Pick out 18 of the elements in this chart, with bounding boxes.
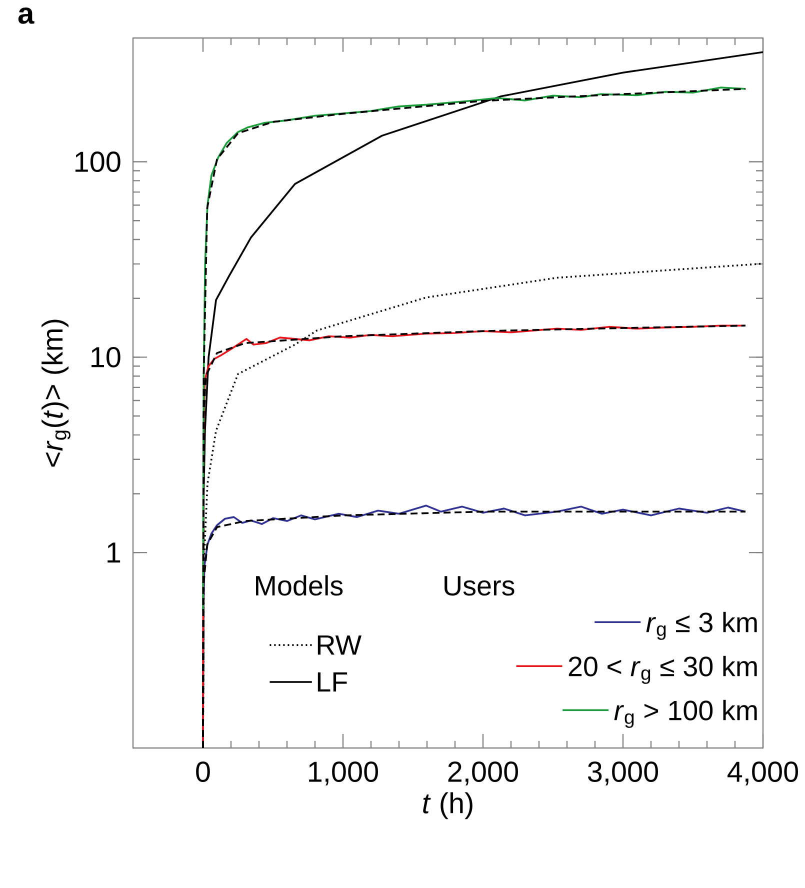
- legend-label: r$_{g}$ ≤ 3 km: [646, 612, 757, 640]
- y-tick-label: 10: [92, 346, 120, 368]
- x-tick-label: 2,000: [448, 762, 518, 786]
- y-tick-label: 1: [108, 542, 120, 563]
- x-axis-title: t (h): [423, 792, 472, 820]
- text: a: [18, 8, 34, 24]
- legend-label: 20 < r$_{g}$ ≤ 30 km: [568, 656, 757, 684]
- y-axis-title: <r$_{g}$(t)> (km): [42, 320, 70, 467]
- legend-label: RW: [318, 635, 362, 655]
- x-tick-label: 3,000: [588, 762, 658, 786]
- annotation: Models: [256, 575, 343, 596]
- legend-label: LF: [318, 672, 348, 692]
- x-tick-label: 0: [196, 762, 210, 782]
- y-tick-label: 100: [75, 152, 120, 172]
- legend-label: r$_{g}$ > 100 km: [614, 700, 757, 728]
- x-tick-label: 1,000: [309, 762, 378, 786]
- annotation: Users: [444, 576, 514, 596]
- x-tick-label: 4,000: [728, 762, 798, 786]
